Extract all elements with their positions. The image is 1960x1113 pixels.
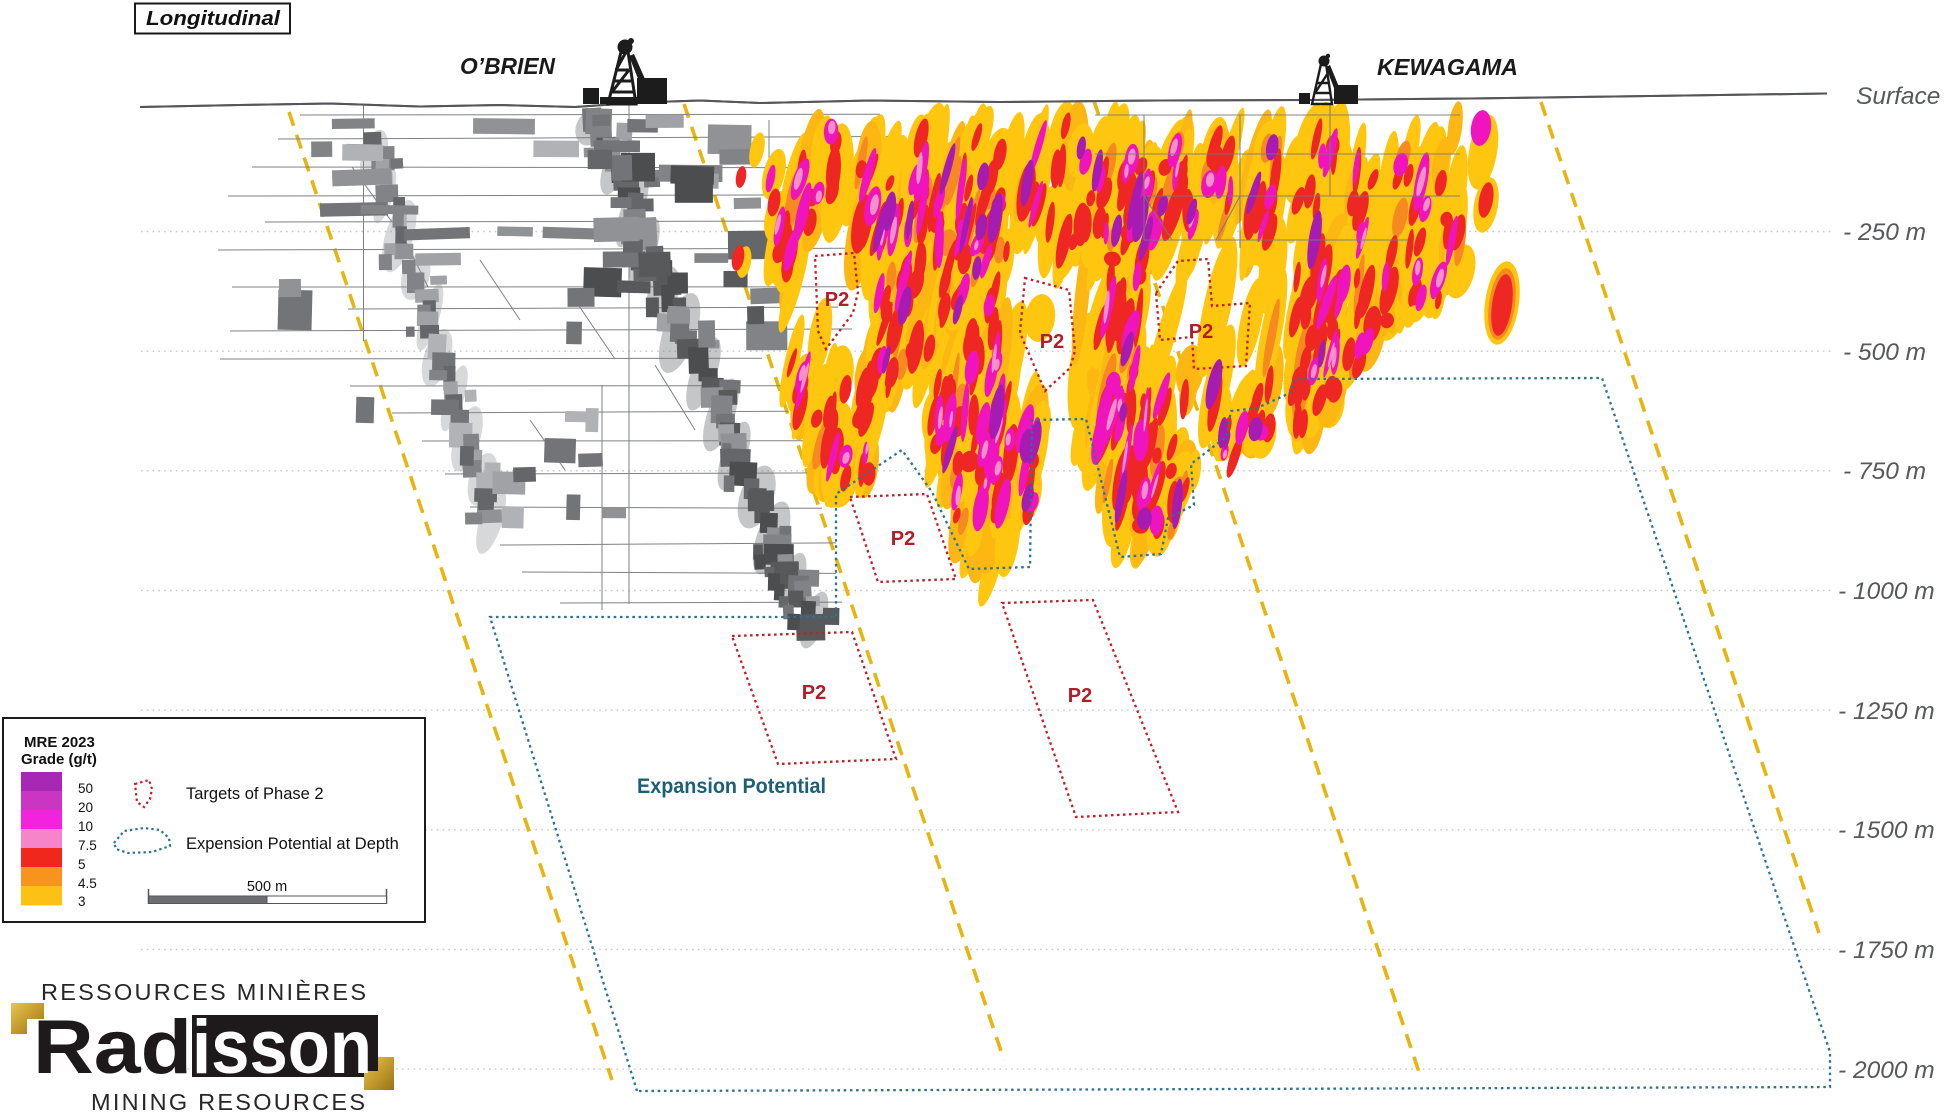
svg-text:Longitudinal: Longitudinal bbox=[146, 8, 280, 30]
svg-text:- 1000 m: - 1000 m bbox=[1838, 578, 1935, 605]
svg-text:KEWAGAMA: KEWAGAMA bbox=[1377, 54, 1518, 80]
svg-text:- 1250 m: - 1250 m bbox=[1838, 698, 1935, 725]
svg-text:isson: isson bbox=[192, 1005, 372, 1090]
svg-text:P2: P2 bbox=[802, 682, 826, 704]
svg-text:Targets of Phase 2: Targets of Phase 2 bbox=[186, 785, 324, 803]
svg-text:10: 10 bbox=[78, 819, 93, 834]
svg-text:P2: P2 bbox=[1068, 685, 1092, 707]
svg-text:Surface: Surface bbox=[1856, 83, 1940, 110]
svg-text:4.5: 4.5 bbox=[78, 876, 97, 891]
svg-text:- 750 m: - 750 m bbox=[1843, 458, 1926, 485]
svg-text:Rad: Rad bbox=[33, 1005, 192, 1090]
svg-text:P2: P2 bbox=[1040, 331, 1064, 353]
svg-text:Expansion Potential: Expansion Potential bbox=[637, 775, 826, 798]
svg-text:MRE 2023: MRE 2023 bbox=[24, 734, 95, 751]
svg-text:MINING RESOURCES: MINING RESOURCES bbox=[91, 1089, 365, 1113]
svg-text:Expension Potential at Depth: Expension Potential at Depth bbox=[186, 835, 399, 853]
svg-text:50: 50 bbox=[78, 781, 93, 796]
svg-text:P2: P2 bbox=[1189, 321, 1213, 343]
svg-text:Grade (g/t): Grade (g/t) bbox=[21, 751, 97, 768]
svg-text:5: 5 bbox=[78, 857, 86, 872]
svg-text:- 500 m: - 500 m bbox=[1843, 339, 1926, 366]
svg-text:O’BRIEN: O’BRIEN bbox=[460, 53, 555, 79]
svg-text:20: 20 bbox=[78, 800, 93, 815]
svg-text:- 2000 m: - 2000 m bbox=[1838, 1057, 1935, 1084]
svg-text:- 1750 m: - 1750 m bbox=[1838, 937, 1935, 964]
svg-text:7.5: 7.5 bbox=[78, 838, 97, 853]
svg-text:- 1500 m: - 1500 m bbox=[1838, 817, 1935, 844]
svg-text:3: 3 bbox=[78, 894, 86, 909]
svg-text:P2: P2 bbox=[891, 528, 915, 550]
svg-text:- 250 m: - 250 m bbox=[1843, 219, 1926, 246]
svg-text:RESSOURCES MINIÈRES: RESSOURCES MINIÈRES bbox=[41, 979, 366, 1005]
svg-text:P2: P2 bbox=[825, 289, 849, 311]
svg-text:500 m: 500 m bbox=[247, 879, 287, 895]
